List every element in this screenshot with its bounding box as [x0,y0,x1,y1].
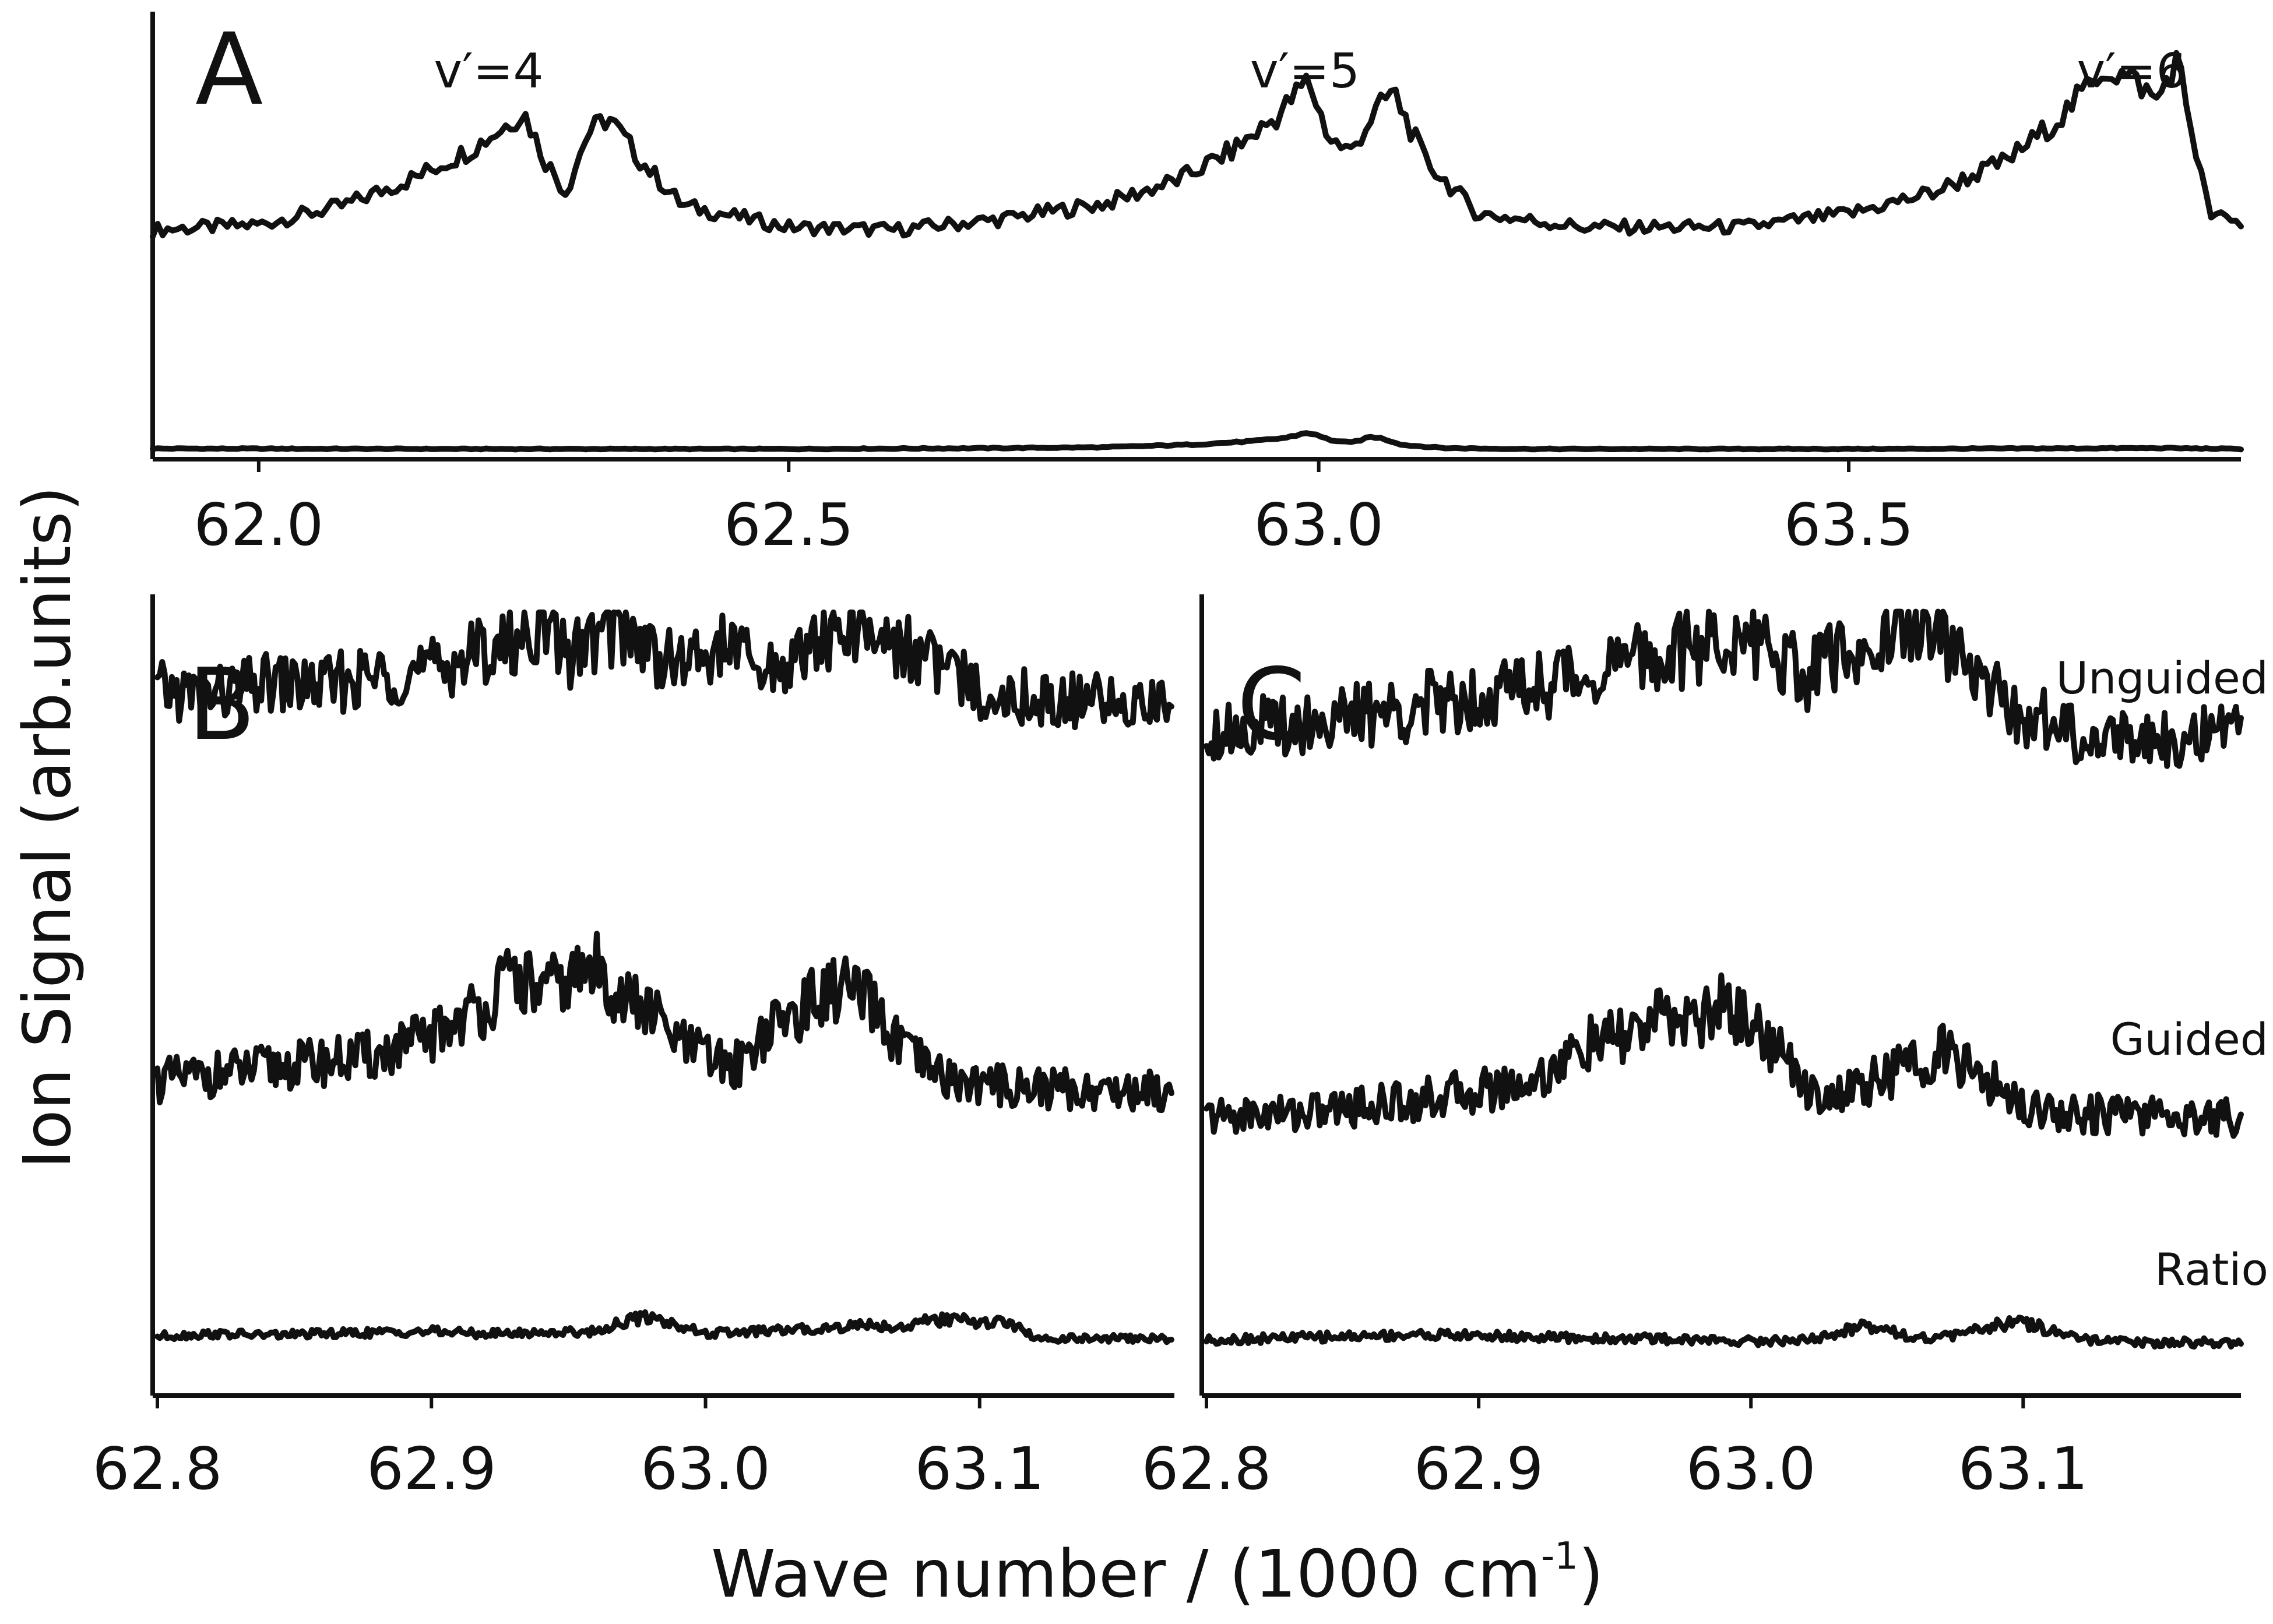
x-tick-label: 63.5 [1784,491,1914,559]
legend-ratio: Ratio [2155,1243,2268,1295]
panel-c-ticks: 62.8 62.9 63.0 63.1 [1142,1396,2088,1503]
x-tick-label: 63.1 [914,1435,1044,1503]
x-tick-label: 63.1 [1958,1435,2088,1503]
spectrum-trace-b-1 [154,610,1174,731]
spectrum-trace-a-2 [150,430,2244,453]
spectrum-trace-b-3 [154,1309,1174,1345]
y-axis-title: Ion Signal (arb.units) [10,486,86,1169]
x-tick-label: 62.5 [724,491,854,559]
panel-b: B 62.8 62.9 63.0 63.1 [93,594,1174,1503]
panel-a: A 62.0 62.5 63.0 63.5 v′=4 v′=5 v′=6 [150,12,2244,559]
legend-guided: Guided [2110,1013,2268,1065]
spectrum-trace-c-1 [1204,608,2244,769]
x-tick-label: 63.0 [1686,1435,1816,1503]
panel-c: C 62.8 62.9 63.0 63.1 Unguided Guided Ratio [1142,594,2268,1503]
x-axis-title: Wave number / (1000 cm-1) [711,1535,1604,1612]
panel-a-traces [150,50,2244,453]
peak-label: v′=5 [1250,44,1360,99]
x-axis-title-end: ) [1578,1537,1604,1612]
x-tick-label: 62.8 [1142,1435,1272,1503]
panel-c-traces [1204,608,2244,1350]
x-axis-title-main: Wave number / (1000 cm [711,1537,1541,1612]
panel-a-ticks: 62.0 62.5 63.0 63.5 [194,459,1914,559]
x-tick-label: 62.0 [194,491,324,559]
spectrum-trace-c-2 [1204,972,2244,1139]
x-tick-label: 62.9 [367,1435,497,1503]
peak-label: v′=4 [434,44,544,99]
x-tick-label: 62.8 [93,1435,223,1503]
x-tick-label: 62.9 [1414,1435,1544,1503]
panel-b-traces [154,610,1174,1345]
x-tick-label: 63.0 [1254,491,1384,559]
panel-a-letter: A [195,12,263,128]
spectrum-trace-b-2 [154,931,1174,1114]
legend-unguided: Unguided [2056,652,2268,704]
x-tick-label: 63.0 [641,1435,770,1503]
spectrum-trace-a-1 [150,50,2244,240]
spectrum-trace-c-3 [1204,1315,2244,1350]
panel-b-ticks: 62.8 62.9 63.0 63.1 [93,1396,1044,1503]
x-axis-title-superscript: -1 [1541,1535,1578,1578]
